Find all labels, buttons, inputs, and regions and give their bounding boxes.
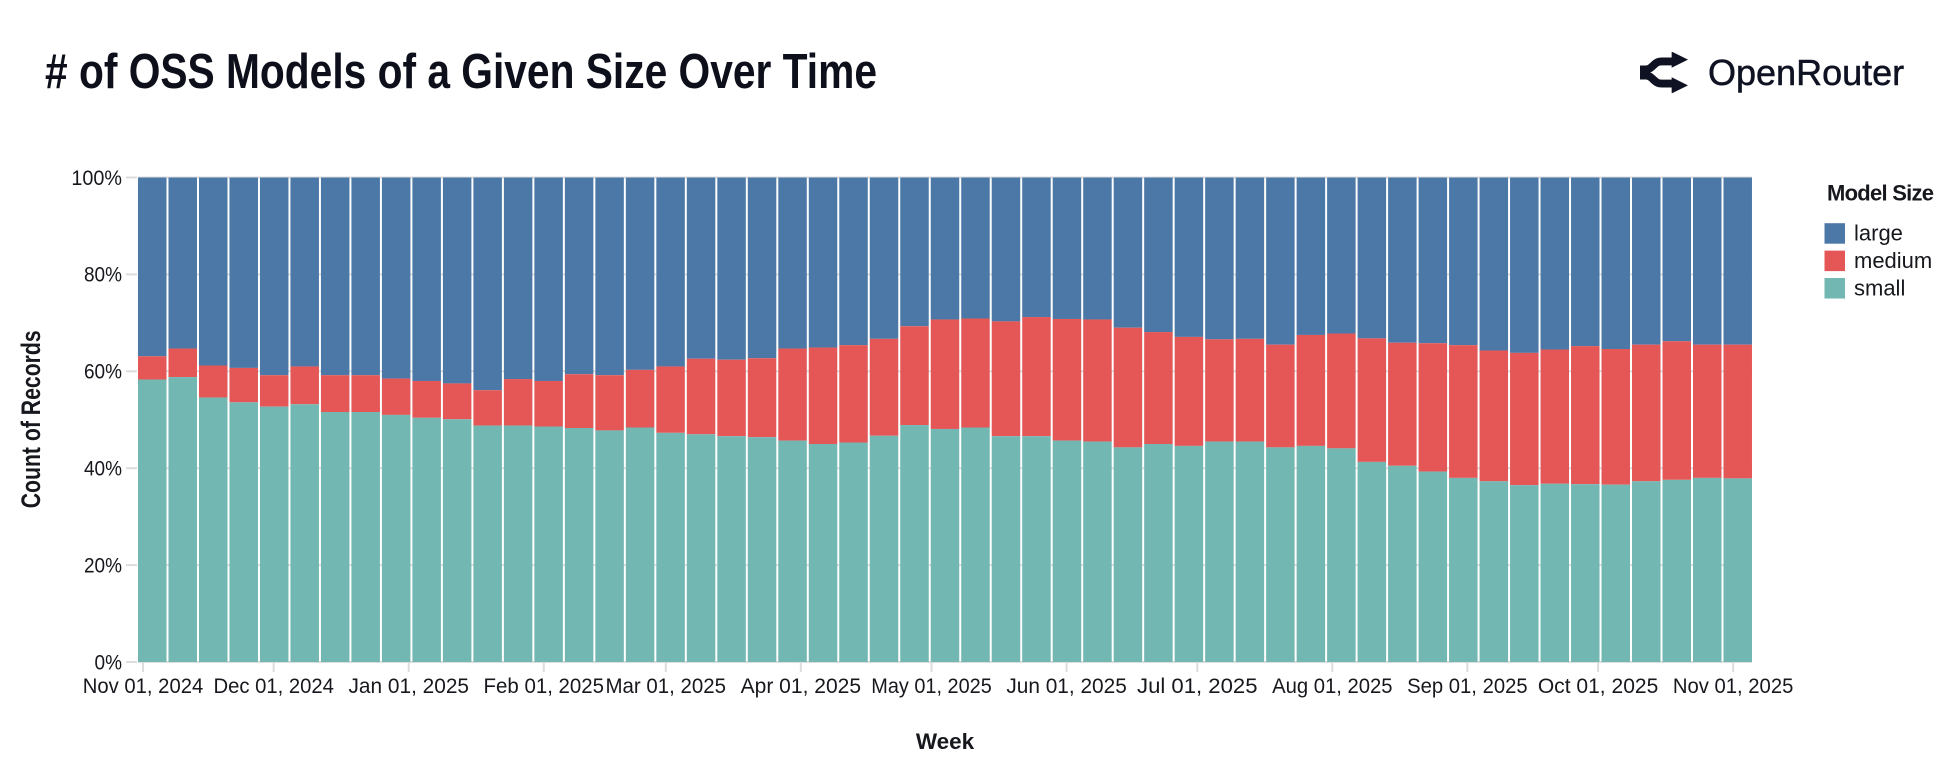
svg-text:Count of Records: Count of Records [16,330,46,508]
svg-text:Mar 01, 2025: Mar 01, 2025 [606,675,727,698]
svg-text:Week: Week [916,729,975,754]
svg-text:Feb 01, 2025: Feb 01, 2025 [484,675,605,698]
svg-text:0%: 0% [95,651,123,674]
svg-text:Nov 01, 2024: Nov 01, 2024 [83,675,204,698]
svg-text:small: small [1854,275,1905,300]
svg-text:Aug 01, 2025: Aug 01, 2025 [1272,675,1393,698]
svg-text:Jun 01, 2025: Jun 01, 2025 [1006,675,1127,698]
svg-text:Nov 01, 2025: Nov 01, 2025 [1673,675,1794,698]
svg-text:20%: 20% [84,554,122,577]
svg-text:Model Size: Model Size [1827,181,1934,206]
svg-text:Apr 01, 2025: Apr 01, 2025 [741,675,862,698]
svg-text:large: large [1854,221,1903,246]
svg-text:Jul 01, 2025: Jul 01, 2025 [1137,675,1258,698]
svg-text:100%: 100% [71,167,122,190]
svg-text:80%: 80% [84,264,122,287]
svg-text:40%: 40% [84,458,122,481]
svg-text:Jan 01, 2025: Jan 01, 2025 [349,675,470,698]
svg-text:Sep 01, 2025: Sep 01, 2025 [1407,675,1528,698]
svg-text:60%: 60% [84,361,122,384]
svg-text:May 01, 2025: May 01, 2025 [871,675,992,698]
svg-text:medium: medium [1854,248,1932,273]
svg-text:Dec 01, 2024: Dec 01, 2024 [213,675,334,698]
svg-text:Oct 01, 2025: Oct 01, 2025 [1538,675,1659,698]
